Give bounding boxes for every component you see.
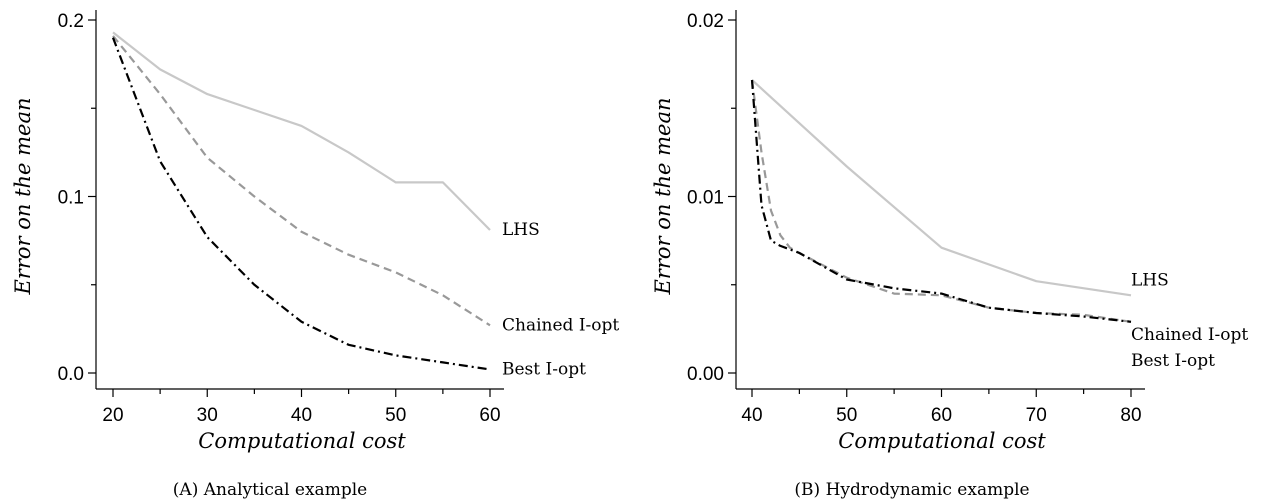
x-tick-label: 40 bbox=[291, 405, 312, 426]
series-label: LHS bbox=[1131, 270, 1169, 290]
x-tick-label: 70 bbox=[1026, 405, 1047, 426]
y-axis-label: Error on the mean bbox=[11, 97, 35, 295]
panel-caption: (B) Hydrodynamic example bbox=[794, 480, 1029, 500]
y-tick-label: 0.01 bbox=[687, 188, 724, 209]
x-tick-label: 50 bbox=[385, 405, 406, 426]
series-line-chained-i-opt bbox=[750, 79, 1132, 323]
series-line-lhs bbox=[751, 79, 1132, 297]
series-line-lhs bbox=[112, 31, 491, 231]
y-axis-label: Error on the mean bbox=[651, 97, 675, 295]
series-line-best-i-opt bbox=[111, 37, 491, 371]
series-label: Best I-opt bbox=[502, 359, 586, 379]
x-tick-label: 20 bbox=[102, 405, 123, 426]
x-tick-label: 60 bbox=[479, 405, 500, 426]
chart-panel-1: 0.0 0.1 0.2 20 30 40 50 60 Computational cost Err… bbox=[11, 10, 619, 500]
panel-caption: (A) Analytical example bbox=[173, 480, 367, 500]
x-axis-label: Computational cost bbox=[198, 429, 406, 453]
series-line-best-i-opt bbox=[750, 79, 1132, 323]
series-label: Chained I-opt bbox=[1131, 325, 1248, 345]
series-label: Chained I-opt bbox=[502, 315, 619, 335]
y-tick-label: 0.00 bbox=[687, 364, 724, 385]
chart-panel-2: 0.00 0.01 0.02 40 50 60 70 80 Computational cost… bbox=[651, 10, 1248, 500]
x-tick-label: 30 bbox=[197, 405, 218, 426]
series-label: LHS bbox=[502, 220, 540, 240]
series-line-chained-i-opt bbox=[112, 35, 491, 327]
x-tick-label: 80 bbox=[1120, 405, 1141, 426]
y-tick-label: 0.2 bbox=[58, 11, 84, 32]
series-label: Best I-opt bbox=[1131, 351, 1215, 371]
x-axis-label: Computational cost bbox=[838, 429, 1046, 453]
y-tick-label: 0.1 bbox=[58, 188, 84, 209]
x-tick-label: 60 bbox=[931, 405, 952, 426]
x-tick-label: 40 bbox=[741, 405, 762, 426]
y-tick-label: 0.0 bbox=[58, 364, 84, 385]
y-tick-label: 0.02 bbox=[687, 11, 724, 32]
x-tick-label: 50 bbox=[836, 405, 857, 426]
